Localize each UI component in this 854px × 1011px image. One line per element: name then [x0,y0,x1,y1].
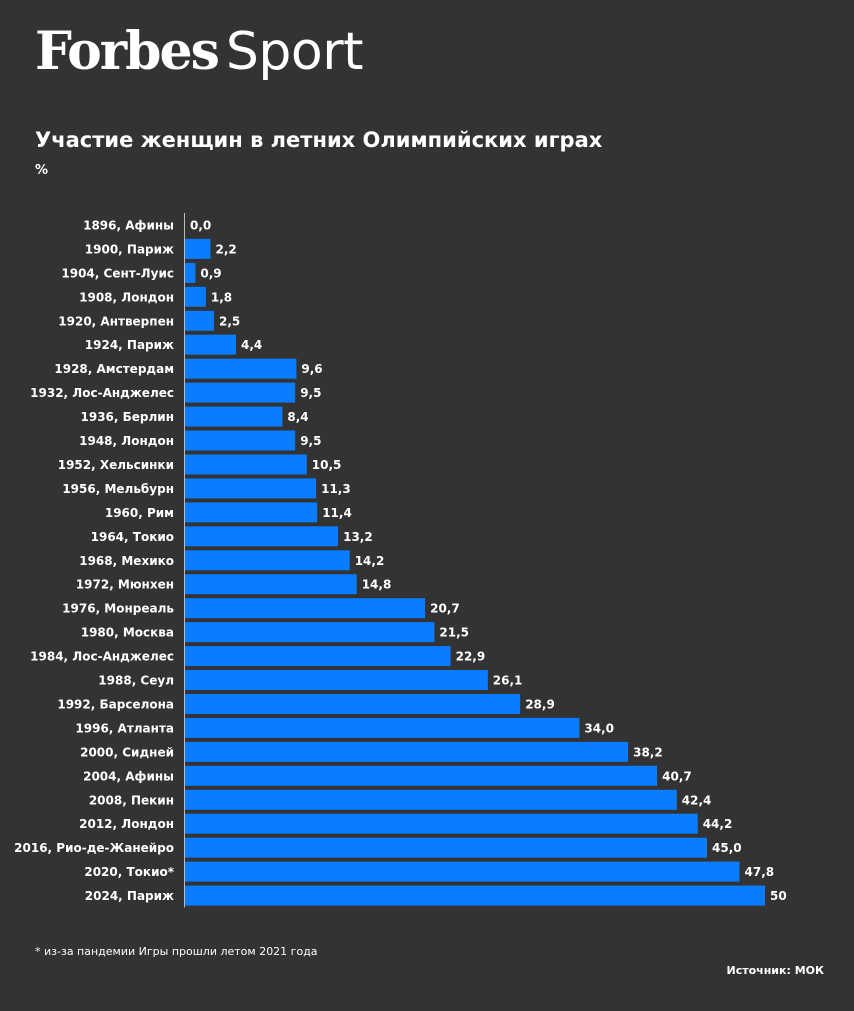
value-label: 45,0 [712,841,742,855]
category-label: 1908, Лондон [79,290,174,304]
category-label: 1988, Сеул [98,674,174,688]
bar [185,310,214,331]
value-label: 13,2 [343,530,373,544]
value-label: 40,7 [662,769,692,783]
bar [185,765,658,786]
logo-sport: Sport [225,22,364,82]
value-label: 2,5 [219,314,240,328]
value-label: 10,5 [312,458,342,472]
bar [185,813,698,834]
category-label: 1952, Хельсинки [58,458,174,472]
value-label: 26,1 [493,674,523,688]
source-note: Источник: МОК [726,964,824,977]
bar [185,478,317,499]
bar [185,430,296,451]
bar [185,598,426,619]
value-label: 14,8 [362,578,392,592]
bar [185,670,488,690]
bar [185,741,629,762]
bar [185,334,236,355]
value-label: 8,4 [287,410,308,424]
value-label: 38,2 [633,745,663,759]
bar [185,238,211,259]
category-label: 1996, Атланта [75,721,174,735]
category-label: 2016, Рио-де-Жанейро [14,841,174,855]
value-label: 14,2 [355,554,385,568]
bar [185,502,318,523]
bar [185,526,339,547]
category-label: 1936, Берлин [81,410,175,424]
value-label: 2,2 [216,242,237,256]
category-label: 1984, Лос-Анджелес [30,650,174,664]
category-label: 2012, Лондон [79,817,174,831]
category-label: 1968, Мехико [79,554,174,568]
bar [185,789,677,810]
value-label: 11,3 [321,482,351,496]
value-label: 34,0 [584,721,614,735]
category-label: 1960, Рим [105,506,174,520]
value-label: 21,5 [439,626,469,640]
category-label: 1980, Москва [81,626,174,640]
category-label: 2020, Токио* [84,865,174,879]
bar [185,622,435,643]
logo-forbes: Forbes [35,21,220,82]
bar [185,262,196,283]
bar [185,574,357,595]
category-label: 1992, Барселона [57,698,174,712]
category-label: 2024, Париж [85,889,174,903]
value-label: 0,0 [190,219,211,233]
bar [185,454,307,475]
value-label: 9,5 [300,386,321,400]
value-label: 4,4 [241,338,262,352]
category-label: 1932, Лос-Анджелес [30,386,174,400]
value-label: 20,7 [430,602,460,616]
value-label: 50 [770,889,787,903]
category-label: 1964, Токио [91,530,174,544]
bar [185,694,521,714]
unit-label: % [35,163,49,178]
value-label: 47,8 [745,865,775,879]
bar [185,286,206,307]
category-label: 1896, Афины [83,219,174,233]
chart-title: Участие женщин в летних Олимпийских игра… [35,128,603,152]
bar [185,382,296,403]
category-label: 1924, Париж [85,338,174,352]
category-label: 1920, Антверпен [58,314,174,328]
bar [185,885,765,906]
bar [185,717,580,738]
value-label: 9,6 [301,362,322,376]
value-label: 22,9 [456,650,486,664]
bar [185,550,350,571]
bar [185,358,297,379]
category-label: 1956, Мельбурн [62,482,174,496]
bar [185,646,451,667]
bar [185,837,707,858]
category-label: 2000, Сидней [80,745,174,759]
footnote: * из-за пандемии Игры прошли летом 2021 … [35,945,318,958]
value-label: 11,4 [322,506,352,520]
value-label: 42,4 [682,793,712,807]
bar [185,406,283,427]
value-label: 28,9 [525,698,555,712]
category-label: 1972, Мюнхен [76,578,174,592]
category-label: 1900, Париж [85,242,174,256]
value-label: 44,2 [703,817,733,831]
category-label: 1948, Лондон [79,434,174,448]
category-label: 1976, Монреаль [62,602,174,616]
forbes-sport-logo: Forbes Sport [35,21,364,83]
bar [185,861,740,882]
category-label: 2008, Пекин [89,793,174,807]
value-label: 9,5 [300,434,321,448]
value-label: 0,9 [200,266,221,280]
category-label: 2004, Афины [83,769,174,783]
category-label: 1904, Сент-Луис [61,266,174,280]
category-label: 1928, Амстердам [54,362,174,376]
value-label: 1,8 [211,290,232,304]
